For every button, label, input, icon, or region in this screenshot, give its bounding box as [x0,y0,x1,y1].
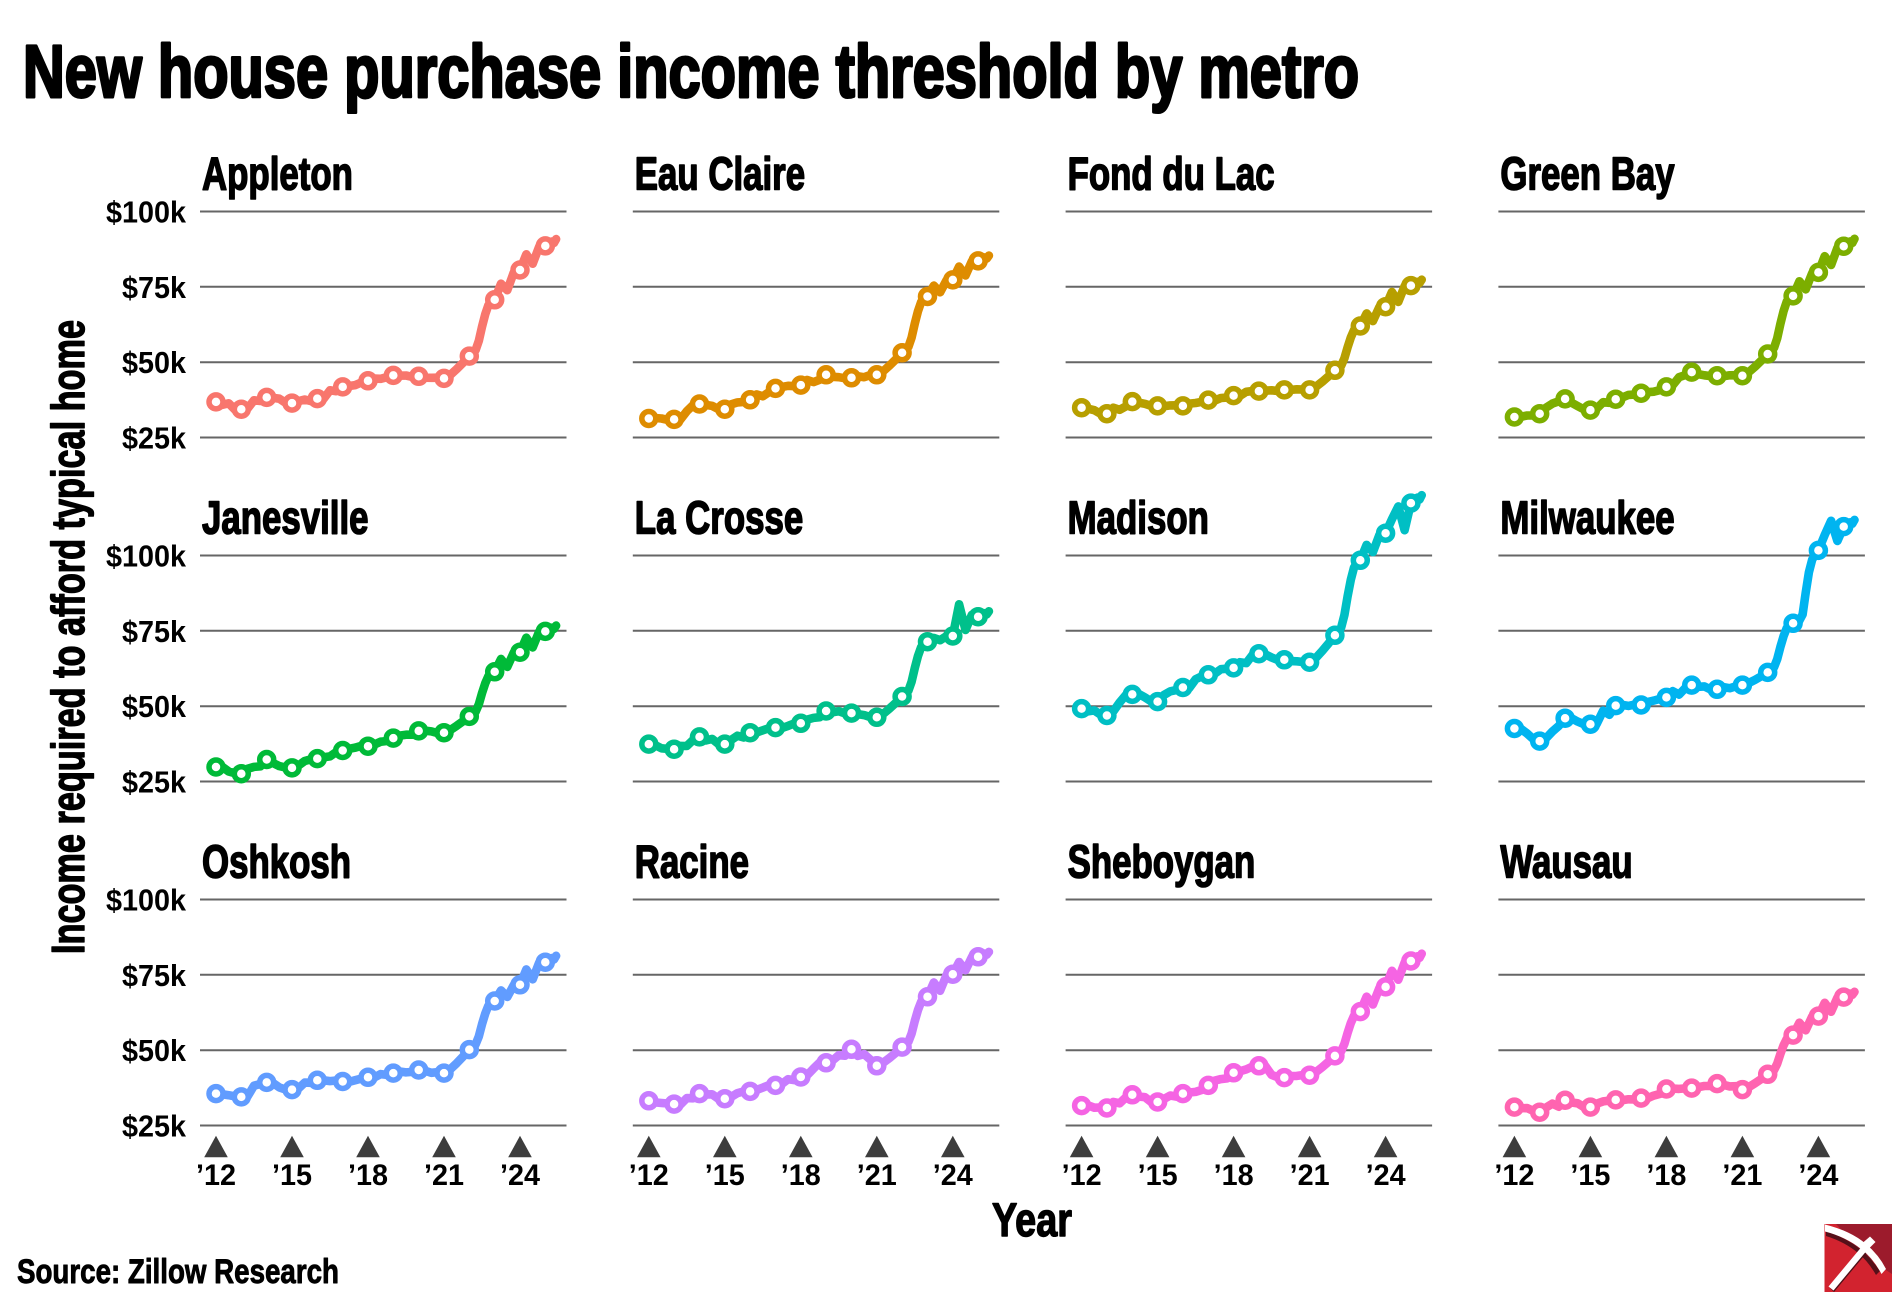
svg-text:$100k: $100k [106,539,187,574]
svg-text:’21: ’21 [1722,1159,1762,1192]
svg-text:’18: ’18 [348,1159,388,1192]
svg-text:’24: ’24 [1366,1159,1406,1192]
svg-text:$75k: $75k [122,614,187,649]
svg-text:’12: ’12 [196,1159,236,1192]
svg-text:’15: ’15 [1570,1159,1610,1192]
svg-text:Wausau: Wausau [1500,836,1632,888]
svg-text:Sheboygan: Sheboygan [1068,836,1256,888]
svg-text:Racine: Racine [635,836,749,888]
svg-text:’24: ’24 [1798,1159,1838,1192]
svg-text:’12: ’12 [1062,1159,1102,1192]
svg-text:Source: Zillow Research: Source: Zillow Research [17,1253,339,1291]
svg-text:Madison: Madison [1068,492,1209,544]
svg-text:Fond du Lac: Fond du Lac [1068,148,1275,200]
svg-text:Green Bay: Green Bay [1500,148,1675,200]
svg-text:$25k: $25k [122,1109,187,1144]
svg-text:$25k: $25k [122,765,187,800]
svg-text:’15: ’15 [1138,1159,1178,1192]
svg-text:’21: ’21 [424,1159,464,1192]
svg-text:’24: ’24 [500,1159,540,1192]
svg-text:$50k: $50k [122,345,187,380]
svg-text:$75k: $75k [122,270,187,305]
svg-text:’12: ’12 [629,1159,669,1192]
svg-text:$50k: $50k [122,1033,187,1068]
svg-text:’21: ’21 [1290,1159,1330,1192]
svg-text:’18: ’18 [1646,1159,1686,1192]
svg-text:’21: ’21 [857,1159,897,1192]
svg-text:’15: ’15 [272,1159,312,1192]
svg-text:New house purchase income thre: New house purchase income threshold by m… [23,30,1359,113]
svg-text:’12: ’12 [1494,1159,1534,1192]
svg-text:Appleton: Appleton [202,148,353,200]
svg-text:Milwaukee: Milwaukee [1500,492,1674,544]
svg-text:Oshkosh: Oshkosh [202,836,351,888]
svg-text:$75k: $75k [122,958,187,993]
svg-text:La Crosse: La Crosse [635,492,803,544]
svg-text:’18: ’18 [1214,1159,1254,1192]
svg-text:Income required to afford typi: Income required to afford typical home [42,320,94,954]
svg-text:$50k: $50k [122,689,187,724]
svg-text:$100k: $100k [106,883,187,918]
svg-text:$100k: $100k [106,195,187,230]
svg-text:’18: ’18 [781,1159,821,1192]
svg-text:$25k: $25k [122,421,187,456]
svg-text:Janesville: Janesville [202,492,369,544]
svg-text:’15: ’15 [705,1159,745,1192]
svg-text:Year: Year [992,1193,1072,1246]
svg-text:Eau Claire: Eau Claire [635,148,805,200]
svg-text:’24: ’24 [933,1159,973,1192]
